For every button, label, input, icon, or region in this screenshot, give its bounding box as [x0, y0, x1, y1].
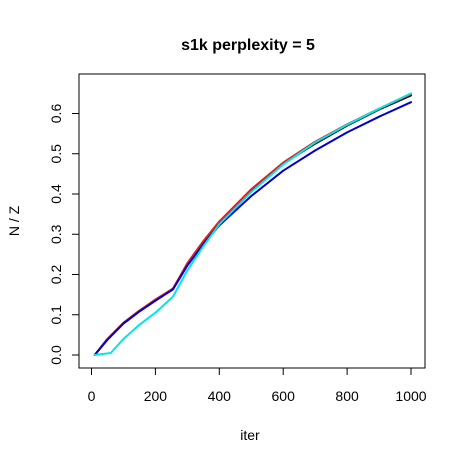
y-axis: 0.0 0.1 0.2 0.3 0.4 0.5 0.6 [48, 104, 80, 365]
series-line-3 [93, 101, 412, 356]
series-layer [93, 92, 412, 356]
x-tick-label: 200 [144, 388, 168, 404]
y-tick-label: 0.5 [48, 144, 64, 164]
x-tick-label: 600 [272, 388, 296, 404]
y-tick-label: 0.2 [48, 265, 64, 285]
series-line-4 [93, 92, 412, 356]
x-tick-label: 400 [208, 388, 232, 404]
x-tick-label: 0 [88, 388, 96, 404]
x-axis: 0 200 400 600 800 1000 [88, 367, 427, 404]
x-axis-label: iter [240, 427, 260, 443]
x-tick-label: 1000 [395, 388, 426, 404]
chart-title: s1k perplexity = 5 [181, 37, 315, 54]
y-tick-label: 0.4 [48, 184, 64, 204]
y-axis-label: N / Z [6, 205, 22, 236]
y-tick-label: 0.0 [48, 345, 64, 365]
x-tick-label: 800 [335, 388, 359, 404]
y-tick-label: 0.6 [48, 104, 64, 124]
y-tick-label: 0.1 [48, 305, 64, 325]
plot-frame [78, 73, 426, 369]
series-line-2 [93, 93, 412, 356]
series-line-1 [93, 94, 412, 356]
y-tick-label: 0.3 [48, 224, 64, 244]
